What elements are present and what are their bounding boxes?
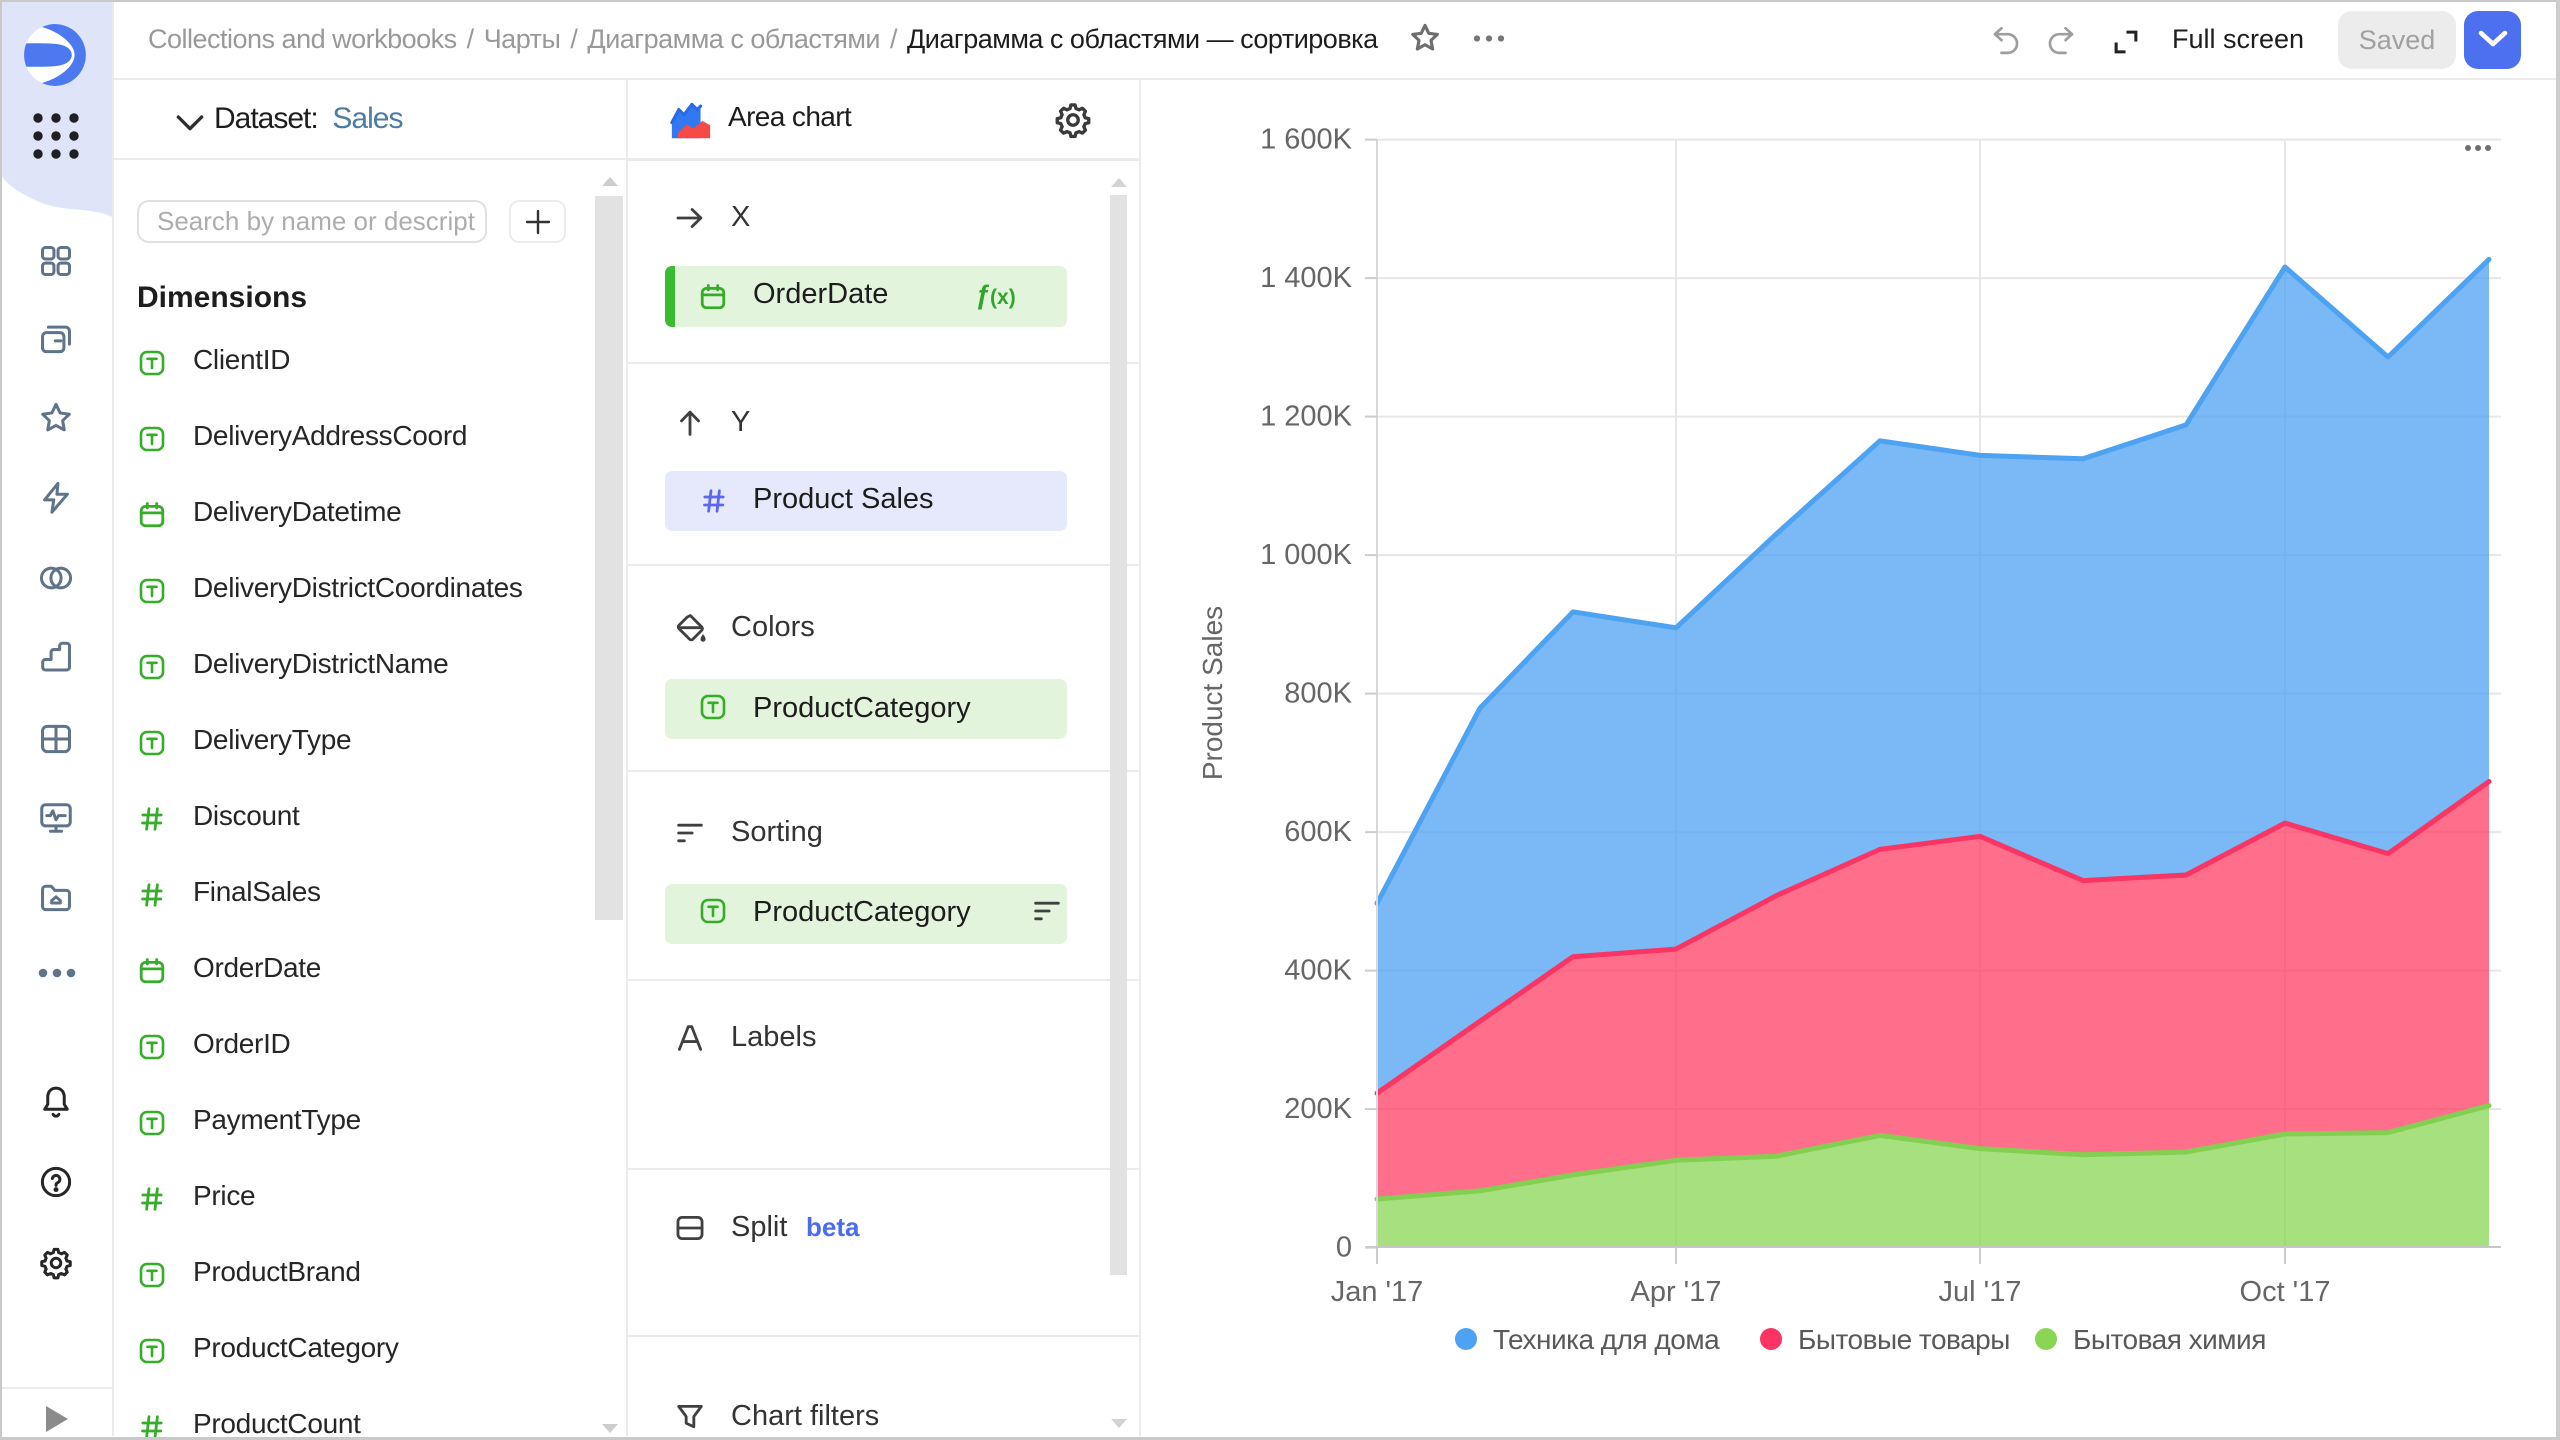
svg-text:Oct '17: Oct '17: [2240, 1276, 2331, 1308]
svg-text:Бытовая химия: Бытовая химия: [2073, 1324, 2266, 1355]
svg-text:Бытовые товары: Бытовые товары: [1798, 1324, 2010, 1355]
svg-text:1 400K: 1 400K: [1260, 262, 1353, 294]
svg-text:Jul '17: Jul '17: [1939, 1276, 2022, 1308]
svg-text:Apr '17: Apr '17: [1631, 1276, 1722, 1308]
svg-text:400K: 400K: [1284, 955, 1352, 987]
svg-text:Product Sales: Product Sales: [1197, 606, 1228, 780]
svg-text:1 000K: 1 000K: [1260, 539, 1353, 571]
svg-text:600K: 600K: [1284, 816, 1352, 848]
svg-text:0: 0: [1336, 1232, 1352, 1264]
svg-text:200K: 200K: [1284, 1093, 1352, 1125]
svg-text:Техника для дома: Техника для дома: [1493, 1324, 1720, 1355]
svg-text:1 600K: 1 600K: [1260, 124, 1353, 156]
svg-text:Jan '17: Jan '17: [1331, 1276, 1424, 1308]
svg-text:1 200K: 1 200K: [1260, 401, 1353, 433]
svg-text:800K: 800K: [1284, 678, 1352, 710]
